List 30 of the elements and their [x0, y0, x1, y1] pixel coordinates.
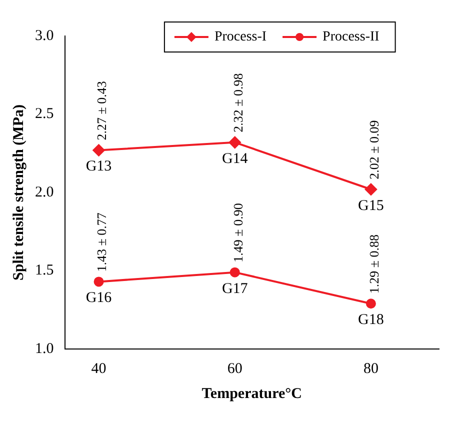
- y-tick-label: 1.5: [35, 262, 54, 279]
- annotation: G15: [358, 198, 384, 214]
- data-label: 1.49 ± 0.90: [230, 203, 246, 262]
- x-tick-label: 40: [91, 360, 106, 377]
- data-label: 2.27 ± 0.43: [94, 81, 110, 140]
- annotation: G13: [86, 158, 112, 175]
- y-tick-label: 1.0: [35, 340, 54, 357]
- annotation: G17: [222, 280, 248, 297]
- data-label: 1.29 ± 0.88: [366, 234, 382, 294]
- legend-label: Process-I: [214, 30, 267, 45]
- annotation: G14: [222, 150, 248, 167]
- point: [94, 276, 104, 287]
- point: [92, 144, 105, 156]
- data-label: 2.32 ± 0.98: [230, 73, 246, 132]
- y-tick-label: 3.0: [35, 28, 54, 44]
- annotation: G18: [358, 312, 384, 328]
- point: [364, 183, 377, 196]
- y-tick-label: 2.5: [35, 106, 54, 122]
- point: [366, 298, 376, 309]
- y-tick-label: 2.0: [35, 184, 54, 200]
- annotation: G16: [86, 290, 112, 306]
- x-axis-title: Temperature°C: [202, 386, 302, 402]
- x-tick-label: 80: [363, 360, 378, 377]
- point: [228, 136, 241, 148]
- x-tick-label: 60: [227, 360, 242, 377]
- y-axis-title: Split tensile strength (MPa): [10, 104, 27, 280]
- legend-label: Process-II: [322, 30, 380, 45]
- point: [230, 267, 240, 278]
- data-label: 2.02 ± 0.09: [366, 120, 382, 180]
- data-label: 1.43 ± 0.77: [94, 212, 110, 272]
